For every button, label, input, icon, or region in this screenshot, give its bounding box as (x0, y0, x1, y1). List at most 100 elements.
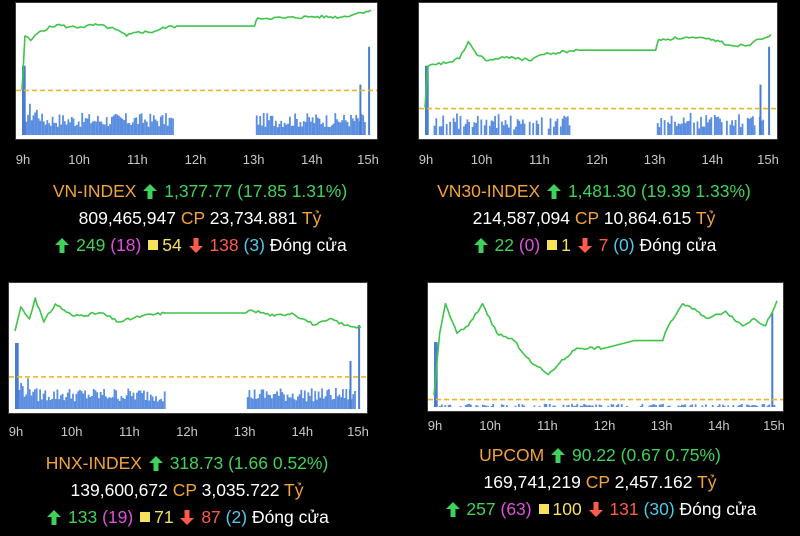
volume-bar (79, 389, 81, 409)
time-tick-label: 12h (593, 418, 616, 433)
volume-bar (341, 120, 344, 135)
volume-bar (41, 113, 43, 135)
volume-bar (763, 404, 766, 407)
volume-bar (737, 405, 740, 407)
volume-bar (39, 389, 41, 409)
volume-bar (143, 390, 145, 409)
volume-bar (502, 125, 505, 135)
volume-bar (49, 125, 52, 135)
decliners-count: 87 (201, 507, 221, 527)
volume-bar (123, 120, 125, 135)
intraday-chart[interactable] (15, 2, 378, 140)
unchanged-count: 100 (552, 499, 582, 519)
volume-bar (561, 118, 564, 135)
volume-bar (278, 395, 280, 409)
volume-bar (296, 119, 298, 135)
volume-bar (598, 404, 601, 407)
volume-bar (274, 393, 277, 409)
market-breadth-row: 257 (63) 100 131 (30) Đóng cửa (410, 496, 790, 523)
advancers-count: 133 (68, 507, 98, 527)
volume-bar (440, 404, 443, 407)
volume-bar (133, 118, 136, 135)
volume-bar (682, 117, 685, 135)
index-name[interactable]: VN30-INDEX (437, 181, 541, 201)
volume-bar (463, 126, 465, 135)
index-name[interactable]: VN-INDEX (52, 181, 137, 201)
volume-bar (433, 125, 436, 135)
volume-bar (610, 404, 613, 407)
volume-bar (21, 386, 24, 409)
volume-bar (732, 125, 735, 135)
volume-bar (471, 126, 474, 135)
unchanged-count: 1 (561, 235, 571, 255)
volume-bar (500, 404, 503, 407)
volume-bar (98, 121, 101, 135)
volume-bar (109, 124, 111, 135)
panel-vn-index: 9h 10h 11h 12h 13h 14h 15h VN-INDEX 1,377.77 (… (10, 0, 390, 258)
volume-bar (528, 121, 531, 135)
volume-bar (362, 115, 365, 135)
volume-bar (154, 119, 157, 135)
volume-bar (748, 118, 751, 135)
volume-bar (87, 394, 90, 409)
intraday-chart[interactable] (418, 2, 778, 140)
arrow-down-icon (577, 234, 592, 253)
volume-spike (768, 46, 771, 135)
volume-bar (565, 117, 567, 135)
index-name[interactable]: HNX-INDEX (45, 453, 142, 473)
volume-bar (723, 405, 726, 407)
volume-bar (141, 393, 144, 409)
volume-bar (82, 393, 85, 409)
index-summary: HNX-INDEX 318.73 (1.66 0.52%) 139,600,672… (0, 450, 374, 531)
volume-bar (516, 119, 519, 135)
index-name[interactable]: UPCOM (479, 445, 545, 465)
volume-bar (333, 399, 336, 409)
volume-bar (297, 396, 299, 409)
volume-bar (163, 124, 166, 135)
index-value: 90.22 (572, 445, 616, 465)
volume-bar (271, 398, 273, 409)
volume-bar (264, 397, 266, 409)
volume-bar (717, 116, 720, 135)
trading-volume: 214,587,094 (472, 208, 570, 228)
volume-bar (548, 404, 551, 407)
volume-bar (152, 115, 155, 135)
volume-bar (42, 121, 45, 135)
volume-bar (586, 405, 589, 407)
volume-bar (130, 396, 133, 409)
floor-count: (30) (643, 499, 675, 519)
volume-bar (90, 123, 92, 135)
volume-bar (316, 399, 318, 409)
volume-bar (684, 404, 687, 407)
volume-bar (127, 388, 130, 409)
volume-bar (566, 116, 569, 135)
volume-bar (435, 118, 438, 135)
volume-bar (294, 113, 296, 135)
square-icon (140, 512, 151, 522)
volume-bar (40, 399, 43, 409)
arrow-down-icon (180, 506, 195, 525)
arrow-up-icon (143, 180, 158, 199)
volume-bar (283, 122, 286, 135)
volume-bar (732, 405, 735, 407)
square-icon (538, 504, 549, 514)
intraday-chart[interactable] (8, 282, 368, 414)
volume-bar (747, 404, 750, 407)
volume-bar (47, 396, 50, 409)
volume-bar (265, 391, 268, 409)
volume-bar (116, 114, 118, 135)
volume-bar (693, 122, 695, 135)
index-change: (0.67 0.75%) (620, 445, 721, 465)
volume-bar (54, 399, 57, 409)
volume-bar (36, 109, 38, 135)
intraday-chart[interactable] (427, 282, 784, 412)
volume-bar (711, 405, 714, 407)
volume-bar (752, 116, 754, 135)
volume-spike (759, 84, 762, 135)
volume-bar (576, 404, 579, 407)
volume-bar (103, 389, 105, 409)
volume-bar (46, 400, 48, 409)
volume-bar (44, 124, 47, 135)
volume-bar (726, 120, 728, 135)
volume-bar (483, 405, 486, 407)
